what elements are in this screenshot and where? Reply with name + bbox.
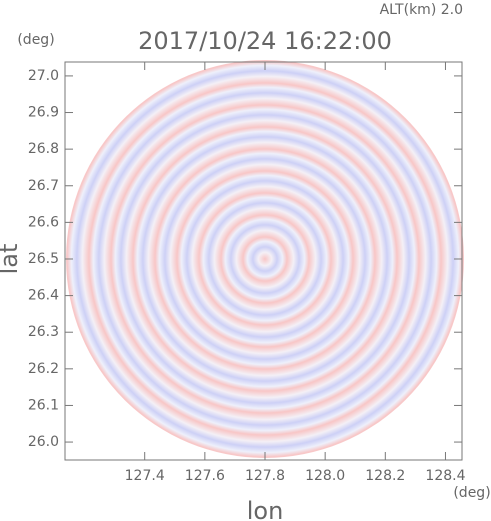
y-tick-label: 26.5 — [28, 251, 59, 267]
altitude-label: ALT(km) 2.0 — [380, 2, 463, 18]
radar-field — [66, 60, 464, 458]
x-unit: (deg) — [453, 485, 490, 501]
chart-title: 2017/10/24 16:22:00 — [138, 27, 392, 55]
x-tick-label: 128.2 — [365, 468, 405, 484]
y-tick-label: 26.9 — [28, 105, 59, 121]
x-tick-label: 127.8 — [245, 468, 285, 484]
y-tick-label: 26.2 — [28, 361, 59, 377]
y-tick-label: 26.3 — [28, 324, 59, 340]
x-tick-label: 127.4 — [125, 468, 165, 484]
x-axis-label: lon — [247, 497, 284, 521]
plot-frame — [64, 61, 463, 461]
y-axis-label: lat — [0, 244, 23, 275]
x-tick-label: 128.4 — [425, 468, 465, 484]
y-tick-label: 26.8 — [28, 141, 59, 157]
y-unit: (deg) — [17, 32, 54, 48]
x-tick-label: 128.0 — [305, 468, 345, 484]
y-tick-label: 26.1 — [28, 397, 59, 413]
y-tick-label: 26.7 — [28, 178, 59, 194]
y-tick-label: 26.6 — [28, 214, 59, 230]
y-tick-label: 26.0 — [28, 434, 59, 450]
x-tick-label: 127.6 — [185, 468, 225, 484]
y-tick-label: 26.4 — [28, 288, 59, 304]
y-tick-label: 27.0 — [28, 68, 59, 84]
